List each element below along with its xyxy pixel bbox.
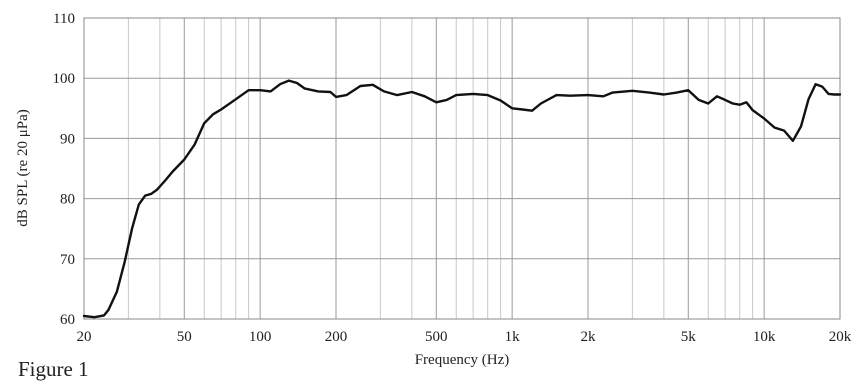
y-tick-label: 60	[60, 312, 75, 328]
y-tick-label: 110	[53, 11, 75, 27]
x-tick-labels: 20 50 100 200 500 1k 2k 5k 10k 20k	[77, 329, 852, 345]
y-tick-label: 80	[60, 192, 75, 208]
y-tick-labels: 60 70 80 90 100 110	[53, 11, 76, 328]
y-tick-label: 70	[60, 252, 75, 268]
figure-caption-fragment: Figure 1	[18, 357, 89, 381]
x-axis-label: Frequency (Hz)	[415, 352, 510, 368]
y-tick-label: 90	[60, 131, 75, 147]
plot-frame	[83, 17, 841, 320]
x-tick-label: 10k	[753, 329, 776, 345]
x-tick-label: 200	[325, 329, 348, 345]
x-tick-label: 2k	[581, 329, 597, 345]
series-layer	[82, 79, 842, 319]
x-tick-label: 500	[425, 329, 448, 345]
y-axis-label: dB SPL (re 20 μPa)	[15, 109, 31, 226]
frequency-response-line	[82, 79, 842, 319]
x-tick-label: 20	[77, 329, 92, 345]
x-tick-label: 100	[249, 329, 272, 345]
grid	[84, 18, 840, 319]
x-tick-label: 50	[177, 329, 192, 345]
frequency-response-chart: 60 70 80 90 100 110 20 50 100 200 500 1k 2k 5k 10k 20k…	[15, 11, 852, 368]
x-tick-label: 1k	[505, 329, 521, 345]
y-tick-label: 100	[53, 71, 76, 87]
x-tick-label: 5k	[681, 329, 697, 345]
x-tick-label: 20k	[829, 329, 852, 345]
